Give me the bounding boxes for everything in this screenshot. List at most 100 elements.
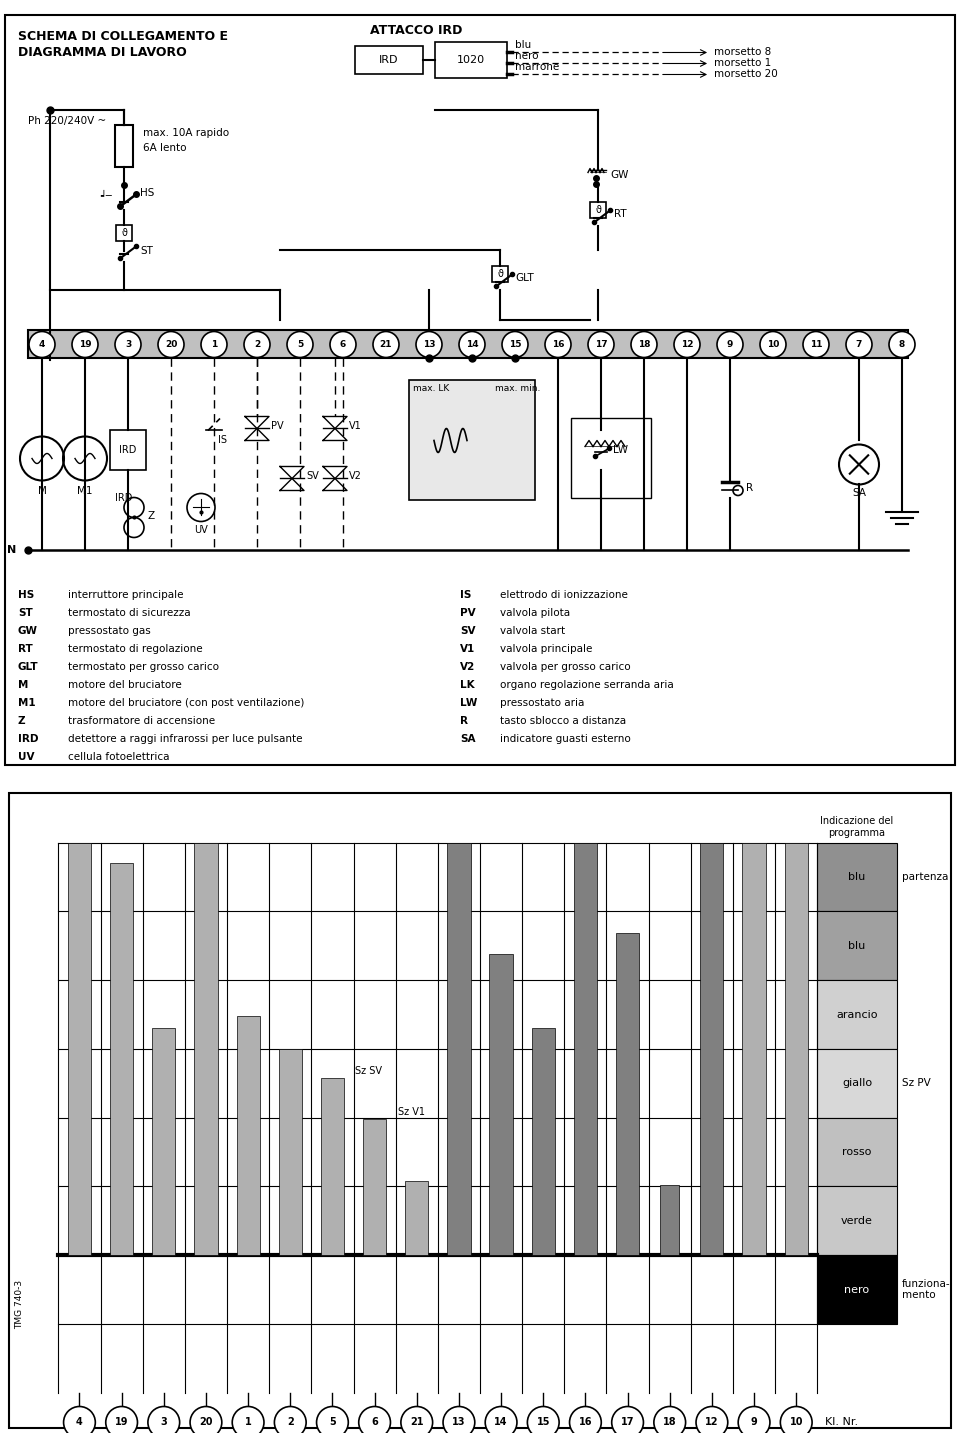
Text: 2: 2 (253, 340, 260, 350)
Text: 13: 13 (452, 1417, 466, 1427)
Circle shape (846, 331, 872, 357)
Text: LW: LW (460, 698, 477, 708)
Text: valvola per grosso carico: valvola per grosso carico (500, 662, 631, 672)
Text: 16: 16 (552, 340, 564, 350)
Text: IS: IS (460, 590, 471, 600)
Bar (700, 843, 724, 1255)
Text: SCHEMA DI COLLEGAMENTO E: SCHEMA DI COLLEGAMENTO E (18, 30, 228, 43)
Text: ϑ: ϑ (497, 269, 503, 279)
Text: interruttore principale: interruttore principale (68, 590, 183, 600)
Text: LK: LK (460, 681, 474, 691)
Bar (817, 1255, 897, 1324)
Text: blu: blu (849, 873, 866, 883)
Text: UV: UV (194, 526, 208, 536)
Circle shape (317, 1407, 348, 1433)
Circle shape (190, 1407, 222, 1433)
Text: ┙─: ┙─ (100, 191, 111, 201)
Text: 14: 14 (494, 1417, 508, 1427)
Text: 19: 19 (79, 340, 91, 350)
Bar (616, 933, 639, 1255)
Text: 11: 11 (809, 340, 823, 350)
Bar (363, 1119, 386, 1255)
Circle shape (232, 1407, 264, 1433)
Text: 10: 10 (789, 1417, 803, 1427)
Text: GLT: GLT (18, 662, 38, 672)
Text: Sz PV: Sz PV (901, 1078, 930, 1088)
Text: motore del bruciatore (con post ventilazione): motore del bruciatore (con post ventilaz… (68, 698, 304, 708)
Text: Indicazione del
programma: Indicazione del programma (821, 817, 894, 838)
Circle shape (527, 1407, 559, 1433)
Bar (409, 381, 535, 500)
Circle shape (631, 331, 657, 357)
Text: ST: ST (18, 609, 33, 619)
Circle shape (674, 331, 700, 357)
Circle shape (148, 1407, 180, 1433)
Text: 9: 9 (751, 1417, 757, 1427)
Circle shape (115, 331, 141, 357)
Text: RT: RT (614, 209, 627, 219)
Text: blu: blu (515, 40, 531, 50)
Text: Sz V1: Sz V1 (397, 1108, 424, 1118)
Text: partenza: partenza (901, 873, 948, 883)
Circle shape (612, 1407, 643, 1433)
Text: 18: 18 (663, 1417, 677, 1427)
Bar (492, 267, 508, 282)
Circle shape (158, 331, 184, 357)
Circle shape (803, 331, 829, 357)
Circle shape (889, 331, 915, 357)
Text: HS: HS (140, 189, 155, 199)
Circle shape (63, 1407, 95, 1433)
Text: 21: 21 (410, 1417, 423, 1427)
Circle shape (485, 1407, 516, 1433)
Bar (784, 843, 807, 1255)
Text: 10: 10 (767, 340, 780, 350)
Text: TMG 740-3: TMG 740-3 (15, 1280, 24, 1328)
Text: PV: PV (460, 609, 475, 619)
Text: Ph 220/240V ~: Ph 220/240V ~ (28, 116, 107, 126)
Circle shape (569, 1407, 601, 1433)
Bar (110, 430, 146, 470)
Bar (817, 1049, 897, 1118)
Bar (153, 1029, 176, 1255)
Text: 5: 5 (297, 340, 303, 350)
Text: 16: 16 (579, 1417, 592, 1427)
Text: tasto sblocco a distanza: tasto sblocco a distanza (500, 716, 626, 727)
Text: 5: 5 (329, 1417, 336, 1427)
Text: morsetto 8: morsetto 8 (714, 47, 771, 57)
Text: max. min.: max. min. (495, 384, 540, 394)
Bar (278, 1049, 301, 1255)
Text: cellula fotoelettrica: cellula fotoelettrica (68, 752, 170, 762)
Text: marrone: marrone (515, 63, 560, 73)
Text: IRD: IRD (119, 446, 136, 456)
Text: DIAGRAMMA DI LAVORO: DIAGRAMMA DI LAVORO (18, 46, 187, 60)
Text: Z: Z (18, 716, 26, 727)
Bar (447, 843, 470, 1255)
Circle shape (275, 1407, 306, 1433)
Text: 12: 12 (706, 1417, 719, 1427)
Text: rosso: rosso (842, 1146, 872, 1156)
Text: R: R (746, 483, 754, 493)
Text: 6A lento: 6A lento (143, 143, 186, 153)
Circle shape (416, 331, 442, 357)
Text: 17: 17 (621, 1417, 635, 1427)
Circle shape (359, 1407, 391, 1433)
Text: elettrodo di ionizzazione: elettrodo di ionizzazione (500, 590, 628, 600)
Text: HS: HS (18, 590, 35, 600)
Circle shape (780, 1407, 812, 1433)
Text: indicatore guasti esterno: indicatore guasti esterno (500, 735, 631, 745)
Bar (68, 843, 91, 1255)
Circle shape (588, 331, 614, 357)
Text: 17: 17 (594, 340, 608, 350)
Text: V1: V1 (349, 421, 362, 431)
Bar (194, 843, 218, 1255)
Bar (817, 1118, 897, 1187)
Text: 1: 1 (245, 1417, 252, 1427)
Circle shape (545, 331, 571, 357)
Bar (236, 1016, 260, 1255)
Text: GW: GW (610, 171, 629, 181)
Text: 4: 4 (76, 1417, 83, 1427)
Bar (490, 954, 513, 1255)
Circle shape (760, 331, 786, 357)
Bar (28, 331, 908, 358)
Text: V1: V1 (460, 645, 475, 655)
